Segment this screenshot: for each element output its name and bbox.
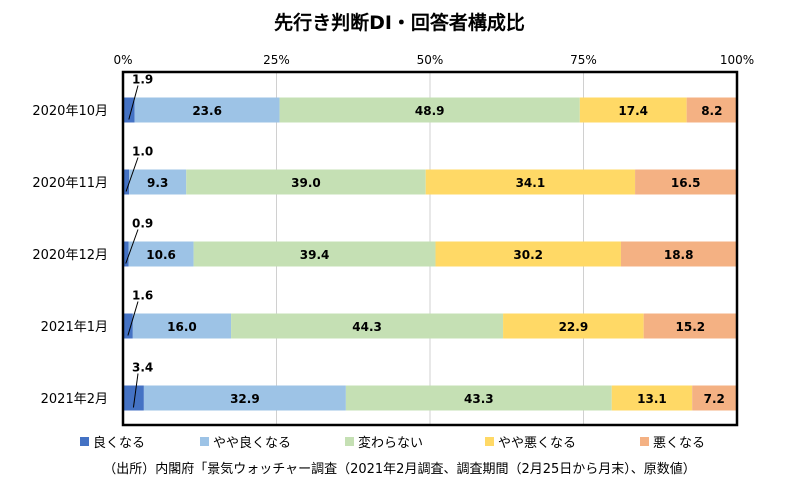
bar-segment	[692, 385, 737, 411]
bars	[123, 97, 737, 411]
legend-swatch	[80, 437, 89, 446]
x-tick-label: 50%	[417, 53, 444, 67]
data-label: 3.4	[132, 361, 153, 375]
chart-title: 先行き判断DI・回答者構成比	[274, 12, 525, 34]
x-tick-label: 0%	[113, 53, 132, 67]
leader-line	[125, 229, 139, 264]
data-label: 8.2	[701, 104, 722, 118]
bar-segment	[123, 97, 135, 123]
legend-item: やや悪くなる	[485, 432, 576, 451]
legend-label: 変わらない	[358, 436, 424, 451]
data-label: 7.2	[704, 392, 725, 406]
data-label: 43.3	[464, 392, 494, 406]
data-label: 16.5	[671, 176, 701, 190]
bar-segment	[123, 385, 144, 411]
data-label: 9.3	[147, 176, 168, 190]
legend-swatch	[200, 437, 209, 446]
bar-segment	[132, 313, 232, 339]
bar-segment	[231, 313, 504, 339]
bar-segment	[435, 241, 621, 267]
data-label: 16.0	[167, 320, 197, 334]
legend-label: 良くなる	[93, 436, 146, 451]
data-label: 34.1	[516, 176, 546, 190]
legend-item: 良くなる	[80, 432, 145, 451]
category-label: 2021年1月	[41, 320, 108, 335]
legend-swatch	[485, 437, 494, 446]
bar-segment	[193, 241, 436, 267]
legend-swatch	[345, 437, 354, 446]
data-label: 18.8	[664, 248, 694, 262]
data-label: 1.6	[132, 289, 153, 303]
category-label: 2020年11月	[32, 176, 108, 191]
bar-segment	[345, 385, 612, 411]
bar-segment	[123, 313, 133, 339]
data-label: 32.9	[230, 392, 260, 406]
legend-item: やや良くなる	[200, 432, 291, 451]
bar-segment	[503, 313, 644, 339]
leader-line	[128, 85, 139, 120]
bar-segment	[635, 169, 737, 195]
data-label: 44.3	[352, 320, 382, 334]
bar-segment	[686, 97, 737, 123]
data-label: 1.0	[132, 145, 153, 159]
source-note: （出所）内閣府「景気ウォッチャー調査（2021年2月調査、調査期間（2月25日か…	[103, 462, 696, 477]
bar-segment	[123, 241, 129, 267]
x-tick-label: 75%	[570, 53, 597, 67]
bar-segment	[123, 169, 130, 195]
bar-segment	[128, 241, 194, 267]
leader-line	[125, 157, 139, 192]
legend-label: やや悪くなる	[498, 436, 577, 451]
bar-segment	[134, 97, 280, 123]
bar-segment	[279, 97, 580, 123]
legend-swatch	[640, 437, 649, 446]
data-label: 23.6	[192, 104, 222, 118]
legend-label: 悪くなる	[653, 436, 706, 451]
bar-segment	[579, 97, 687, 123]
plot-area-border	[121, 70, 739, 427]
data-label: 39.4	[300, 248, 330, 262]
bar-segment	[143, 385, 346, 411]
data-label: 22.9	[559, 320, 589, 334]
data-label: 0.9	[132, 217, 153, 231]
category-label: 2021年2月	[41, 392, 108, 407]
data-label: 13.1	[637, 392, 667, 406]
category-label: 2020年12月	[32, 248, 108, 263]
category-label: 2020年10月	[32, 104, 108, 119]
data-label: 15.2	[676, 320, 706, 334]
legend-item: 悪くなる	[640, 432, 705, 451]
category-labels: 2020年10月 2020年11月 2020年12月 2021年1月 2021年2月	[32, 104, 108, 407]
data-label: 10.6	[146, 248, 176, 262]
leader-line	[132, 373, 139, 408]
bar-segment	[620, 241, 737, 267]
x-tick-label: 25%	[263, 53, 290, 67]
data-label: 39.0	[291, 176, 321, 190]
data-labels: 1.9 23.6 48.9 17.4 8.2 1.0 9.3 39.0 34.1 16.5 0.9 1…	[125, 73, 725, 408]
data-label: 30.2	[513, 248, 543, 262]
x-axis-ticks: 0% 25% 50% 75% 100%	[113, 53, 754, 67]
bar-segment	[129, 169, 187, 195]
legend-label: やや良くなる	[213, 436, 292, 451]
data-label: 17.4	[618, 104, 648, 118]
x-tick-label: 100%	[720, 53, 754, 67]
data-label: 1.9	[132, 73, 153, 87]
bar-segment	[186, 169, 426, 195]
bar-segment	[643, 313, 737, 339]
bar-segment	[425, 169, 636, 195]
bar-segment	[611, 385, 693, 411]
leader-line	[127, 301, 139, 336]
data-label: 48.9	[415, 104, 445, 118]
legend: 良くなる やや良くなる 変わらない やや悪くなる 悪くなる	[0, 432, 799, 452]
legend-item: 変わらない	[345, 432, 423, 451]
